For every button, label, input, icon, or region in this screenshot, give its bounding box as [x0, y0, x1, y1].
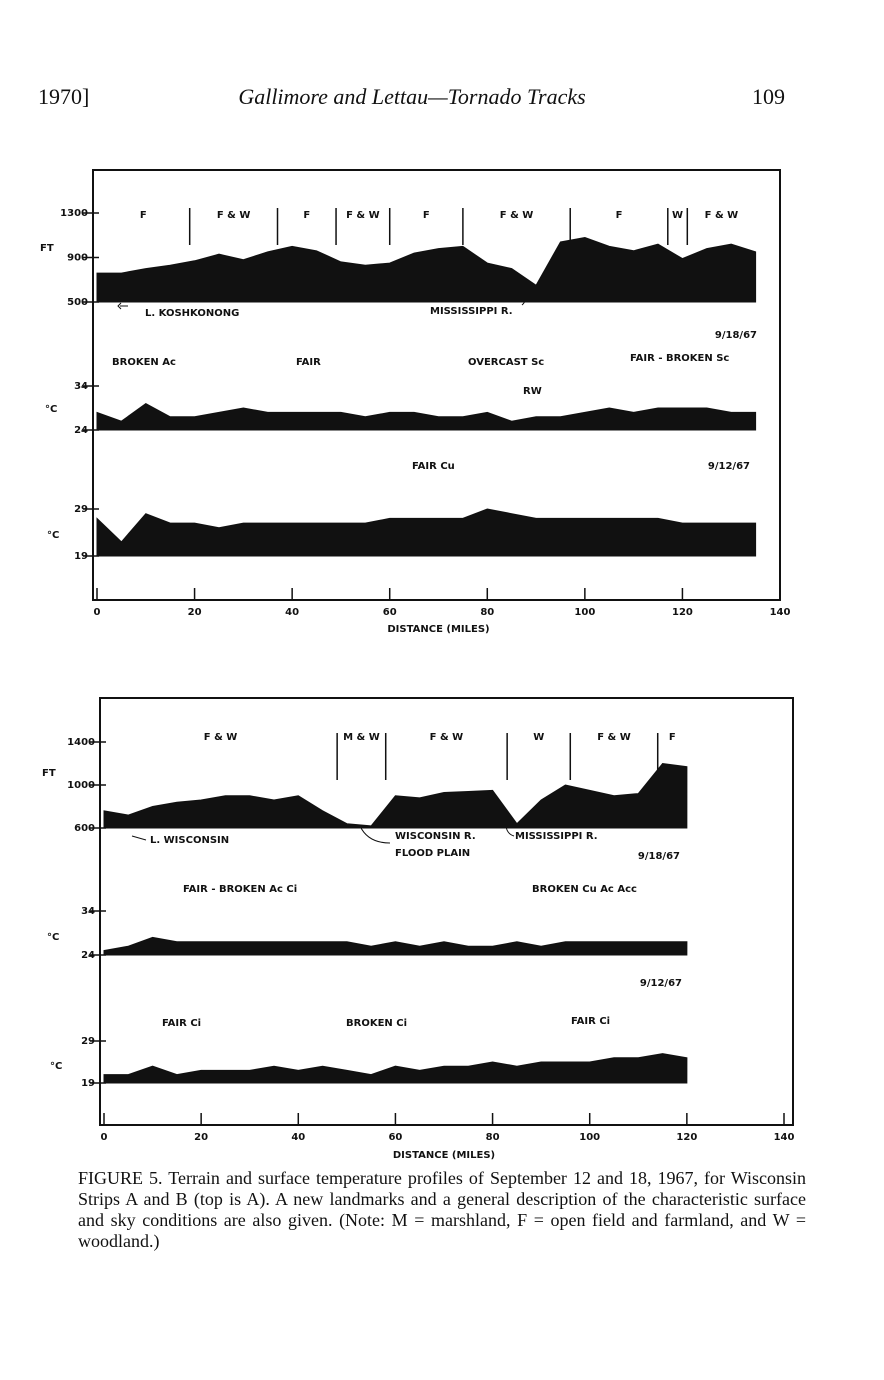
- landuse-label: F & W: [430, 732, 464, 743]
- landuse-label: W: [672, 210, 683, 221]
- landuse-label: F & W: [705, 210, 739, 221]
- y-tick-label: 900: [67, 253, 88, 264]
- y-tick-label: 24: [81, 950, 95, 961]
- x-tick-label: 60: [383, 607, 397, 618]
- landuse-label: F: [303, 210, 310, 221]
- arrow: [131, 835, 147, 841]
- x-tick-label: 120: [676, 1132, 697, 1143]
- landuse-label: W: [533, 732, 544, 743]
- y-axis-label: FT: [42, 768, 56, 779]
- page-number: 109: [752, 84, 785, 109]
- profile-area: [103, 1053, 688, 1084]
- y-axis-label: °C: [47, 932, 59, 943]
- annotation: WISCONSIN R.: [395, 831, 476, 842]
- figure-frame: [99, 697, 794, 1126]
- x-tick-label: 20: [188, 607, 202, 618]
- annotation: L. WISCONSIN: [150, 835, 229, 846]
- x-tick-label: 40: [285, 607, 299, 618]
- x-tick-label: 120: [672, 607, 693, 618]
- figure-caption: FIGURE 5. Terrain and surface temperatur…: [78, 1168, 806, 1251]
- annotation: OVERCAST Sc: [468, 357, 544, 368]
- y-tick-label: 1300: [60, 208, 88, 219]
- y-axis-label: °C: [50, 1061, 62, 1072]
- landuse-label: F & W: [204, 732, 238, 743]
- annotation: BROKEN Ac: [112, 357, 176, 368]
- x-tick-label: 140: [774, 1132, 795, 1143]
- landuse-label: F & W: [346, 210, 380, 221]
- landuse-label: F: [616, 210, 623, 221]
- x-tick-label: 100: [579, 1132, 600, 1143]
- y-axis-label: °C: [47, 530, 59, 541]
- annotation: BROKEN Cu Ac Acc: [532, 884, 637, 895]
- x-tick-label: 60: [388, 1132, 402, 1143]
- figure-frame: [92, 169, 781, 601]
- profile-area: [103, 762, 688, 829]
- profile-area: [96, 508, 757, 557]
- annotation: FAIR - BROKEN Sc: [630, 353, 729, 364]
- x-tick-label: 40: [291, 1132, 305, 1143]
- profile-area: [96, 403, 757, 431]
- annotation: 9/18/67: [715, 330, 757, 341]
- landuse-label: F: [669, 732, 676, 743]
- x-tick-label: 100: [574, 607, 595, 618]
- annotation: FAIR Cu: [412, 461, 455, 472]
- annotation: FAIR: [296, 357, 321, 368]
- x-tick-label: 140: [770, 607, 791, 618]
- y-tick-label: 1000: [67, 780, 95, 791]
- y-axis-label: °C: [45, 404, 57, 415]
- annotation: MISSISSIPPI R.: [515, 831, 598, 842]
- running-title: Gallimore and Lettau—Tornado Tracks: [238, 84, 585, 109]
- y-axis-label: FT: [40, 243, 54, 254]
- annotation: 9/12/67: [640, 978, 682, 989]
- landuse-label: M & W: [343, 732, 380, 743]
- y-tick-label: 29: [81, 1036, 95, 1047]
- profile-area: [96, 236, 757, 303]
- annotation: FAIR - BROKEN Ac Ci: [183, 884, 297, 895]
- x-tick-label: 80: [480, 607, 494, 618]
- annotation: L. KOSHKONONG: [145, 308, 239, 319]
- landuse-label: F & W: [217, 210, 251, 221]
- arrow: [117, 302, 128, 310]
- landuse-label: F & W: [500, 210, 534, 221]
- y-tick-label: 24: [74, 425, 88, 436]
- annotation: FAIR Ci: [162, 1018, 201, 1029]
- y-tick-label: 600: [74, 823, 95, 834]
- profile-area: [103, 936, 688, 956]
- landuse-label: F: [140, 210, 147, 221]
- annotation: BROKEN Ci: [346, 1018, 407, 1029]
- y-tick-label: 19: [81, 1078, 95, 1089]
- page-art: 1970] Gallimore and Lettau—Tornado Track…: [38, 84, 795, 1160]
- x-tick-label: 0: [101, 1132, 108, 1143]
- y-tick-label: 34: [74, 381, 88, 392]
- x-tick-label: 80: [486, 1132, 500, 1143]
- annotation: 9/18/67: [638, 851, 680, 862]
- y-tick-label: 29: [74, 504, 88, 515]
- y-tick-label: 34: [81, 906, 95, 917]
- y-tick-label: 500: [67, 297, 88, 308]
- x-tick-label: 20: [194, 1132, 208, 1143]
- x-axis-label: DISTANCE (MILES): [393, 1150, 495, 1160]
- annotation: 9/12/67: [708, 461, 750, 472]
- y-tick-label: 1400: [67, 737, 95, 748]
- annotation: FLOOD PLAIN: [395, 848, 470, 859]
- annotation: RW: [523, 386, 542, 397]
- landuse-label: F: [423, 210, 430, 221]
- annotation: FAIR Ci: [571, 1016, 610, 1027]
- x-axis-label: DISTANCE (MILES): [387, 624, 489, 635]
- annotation: MISSISSIPPI R.: [430, 306, 513, 317]
- arrow: [359, 825, 391, 844]
- year: 1970]: [38, 84, 89, 109]
- y-tick-label: 19: [74, 551, 88, 562]
- x-tick-label: 0: [94, 607, 101, 618]
- landuse-label: F & W: [597, 732, 631, 743]
